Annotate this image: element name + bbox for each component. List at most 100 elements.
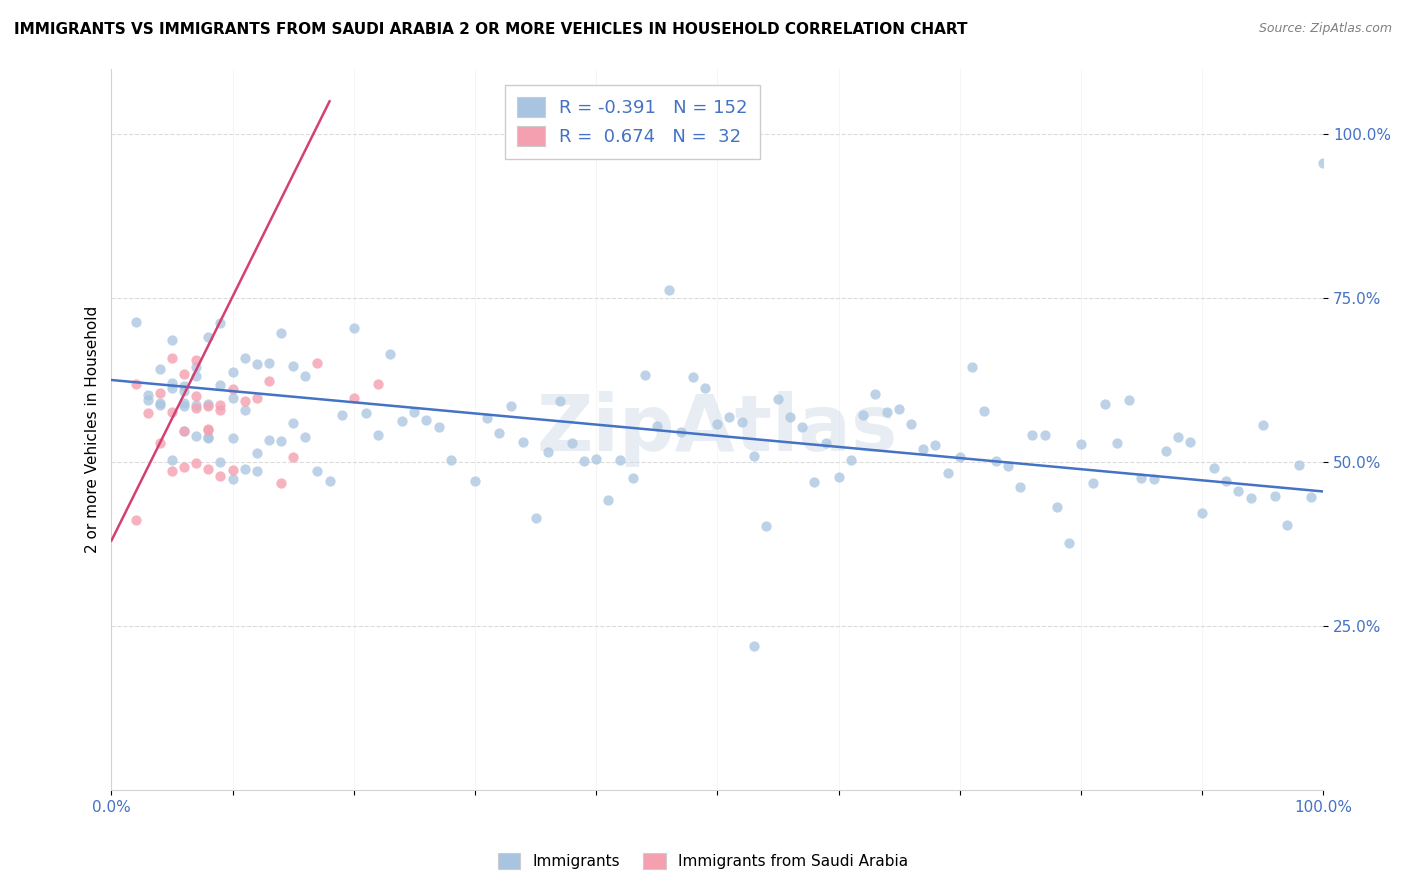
Point	[221, 383, 243, 397]
Point	[149, 435, 172, 450]
Point	[186, 428, 208, 442]
Point	[257, 374, 280, 388]
Point	[173, 425, 195, 439]
Legend: Immigrants, Immigrants from Saudi Arabia: Immigrants, Immigrants from Saudi Arabia	[492, 847, 914, 875]
Point	[1251, 418, 1274, 433]
Point	[1239, 491, 1261, 506]
Point	[136, 393, 159, 408]
Point	[186, 398, 208, 412]
Point	[197, 462, 219, 476]
Point	[318, 474, 340, 488]
Point	[186, 389, 208, 403]
Point	[233, 462, 256, 476]
Point	[427, 420, 450, 434]
Point	[160, 381, 183, 395]
Point	[343, 321, 366, 335]
Point	[852, 408, 875, 422]
Point	[367, 376, 389, 391]
Point	[1021, 428, 1043, 442]
Point	[1081, 475, 1104, 490]
Point	[197, 431, 219, 445]
Point	[1033, 427, 1056, 442]
Point	[160, 464, 183, 478]
Point	[257, 433, 280, 447]
Point	[307, 356, 329, 370]
Point	[197, 330, 219, 344]
Point	[1010, 480, 1032, 494]
Point	[173, 384, 195, 399]
Point	[378, 346, 401, 360]
Point	[283, 450, 305, 464]
Point	[173, 395, 195, 409]
Point	[1130, 471, 1153, 485]
Point	[173, 460, 195, 475]
Point	[742, 449, 765, 463]
Point	[1191, 506, 1213, 520]
Point	[173, 425, 195, 439]
Point	[1215, 474, 1237, 488]
Point	[863, 386, 886, 401]
Point	[221, 391, 243, 405]
Text: ZipAtlas: ZipAtlas	[537, 392, 898, 467]
Point	[695, 381, 717, 395]
Point	[209, 378, 232, 392]
Point	[900, 417, 922, 432]
Point	[572, 454, 595, 468]
Point	[197, 397, 219, 411]
Point	[682, 370, 704, 384]
Point	[1142, 472, 1164, 486]
Point	[501, 399, 523, 413]
Point	[343, 391, 366, 405]
Point	[246, 357, 269, 371]
Point	[404, 405, 426, 419]
Point	[997, 458, 1019, 473]
Point	[1167, 430, 1189, 444]
Point	[160, 452, 183, 467]
Point	[755, 519, 778, 533]
Point	[475, 410, 498, 425]
Point	[160, 351, 183, 365]
Point	[233, 403, 256, 417]
Point	[621, 471, 644, 485]
Point	[949, 450, 972, 465]
Point	[149, 396, 172, 410]
Point	[186, 359, 208, 374]
Point	[294, 368, 316, 383]
Point	[1094, 397, 1116, 411]
Point	[658, 283, 681, 297]
Point	[1275, 518, 1298, 533]
Point	[246, 391, 269, 405]
Point	[186, 369, 208, 384]
Point	[124, 513, 146, 527]
Point	[440, 453, 463, 467]
Point	[136, 406, 159, 420]
Point	[803, 475, 825, 490]
Point	[221, 431, 243, 445]
Point	[221, 365, 243, 379]
Point	[186, 401, 208, 416]
Point	[246, 446, 269, 460]
Point	[136, 388, 159, 402]
Point	[827, 469, 849, 483]
Point	[257, 356, 280, 370]
Point	[221, 463, 243, 477]
Point	[742, 639, 765, 653]
Point	[730, 415, 752, 429]
Point	[209, 455, 232, 469]
Point	[669, 425, 692, 439]
Point	[598, 492, 620, 507]
Point	[609, 452, 631, 467]
Point	[1288, 458, 1310, 473]
Point	[197, 429, 219, 443]
Point	[936, 466, 959, 480]
Point	[815, 435, 838, 450]
Point	[537, 445, 560, 459]
Point	[1118, 392, 1140, 407]
Point	[839, 452, 862, 467]
Point	[718, 410, 741, 425]
Point	[307, 464, 329, 478]
Point	[548, 393, 571, 408]
Point	[283, 416, 305, 430]
Point	[1227, 483, 1250, 498]
Point	[233, 351, 256, 365]
